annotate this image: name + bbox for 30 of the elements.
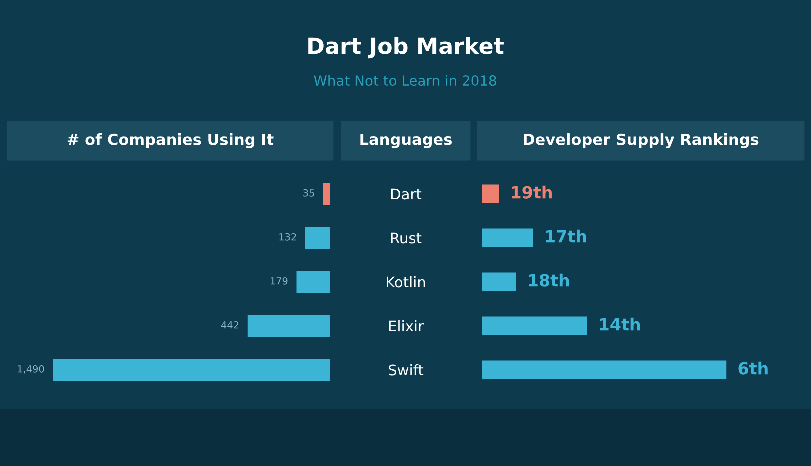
text: Dart Job Market	[308, 37, 504, 59]
text: What Not to Learn in 2018	[314, 75, 496, 86]
data-label: 132	[280, 233, 296, 241]
y-tick-label: Kotlin	[387, 276, 426, 288]
bar	[53, 359, 330, 381]
data-label: 179	[270, 277, 288, 285]
annotation: 14th	[600, 318, 640, 331]
x-axis-title: # of Companies Using It	[68, 134, 274, 148]
bar	[482, 360, 727, 380]
y-tick-label: Elixir	[389, 320, 424, 332]
bar	[482, 316, 588, 336]
y-tick-label: Swift	[389, 364, 424, 376]
y-tick-label: Dart	[391, 188, 422, 200]
bar	[248, 315, 330, 337]
bar	[324, 183, 330, 205]
data-label: 1,490	[18, 365, 44, 374]
annotation: 19th	[512, 186, 552, 199]
data-label: 35	[304, 189, 314, 197]
annotation: 18th	[529, 274, 570, 287]
bar	[482, 228, 534, 248]
bar	[482, 184, 500, 204]
annotation: 6th	[738, 362, 768, 375]
data-label: 442	[221, 321, 239, 329]
bar	[305, 227, 330, 249]
x-axis-title: Developer Supply Rankings	[524, 134, 759, 148]
bar	[482, 272, 516, 292]
y-axis-title: Languages	[360, 134, 452, 148]
bar	[296, 271, 330, 293]
y-tick-label: Rust	[391, 232, 422, 244]
annotation: 17th	[546, 230, 586, 243]
